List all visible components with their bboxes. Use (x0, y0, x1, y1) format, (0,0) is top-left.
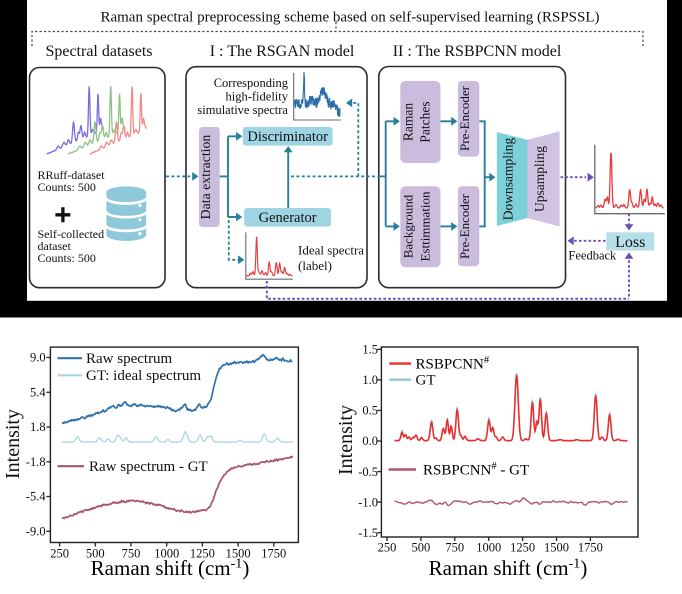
svg-text:Raman: Raman (401, 103, 416, 141)
svg-text:0.0: 0.0 (362, 434, 378, 448)
svg-text:-5.4: -5.4 (26, 490, 47, 504)
svg-text:Generator: Generator (259, 210, 317, 226)
svg-text:Counts: 500: Counts: 500 (38, 180, 96, 194)
svg-text:250: 250 (50, 547, 69, 561)
svg-text:Upsampling: Upsampling (532, 146, 547, 212)
svg-text:1.8: 1.8 (30, 420, 46, 434)
svg-text:-1.5: -1.5 (358, 526, 378, 540)
svg-text:750: 750 (445, 541, 464, 555)
svg-text:RSBPCNN# - GT: RSBPCNN# - GT (423, 461, 529, 479)
svg-text:-1.8: -1.8 (26, 455, 46, 469)
svg-text:1.5: 1.5 (362, 343, 378, 357)
svg-text:Raman spectral preprocessing s: Raman spectral preprocessing scheme base… (100, 10, 599, 26)
svg-text:1500: 1500 (544, 541, 569, 555)
svg-text:1250: 1250 (190, 547, 215, 561)
svg-text:RRuff-dataset: RRuff-dataset (38, 168, 106, 182)
svg-text:5.4: 5.4 (30, 386, 46, 400)
svg-text:Data extraction: Data extraction (198, 135, 213, 220)
svg-text:Background: Background (401, 194, 416, 258)
svg-text:Intensity: Intensity (2, 409, 24, 479)
svg-text:500: 500 (412, 541, 431, 555)
svg-text:Esttimmation: Esttimmation (418, 191, 433, 262)
svg-text:Raman shift (cm-1): Raman shift (cm-1) (91, 556, 250, 580)
svg-text:Raw spectrum: Raw spectrum (86, 351, 173, 367)
svg-text:Ideal spectra: Ideal spectra (298, 243, 364, 258)
svg-text:750: 750 (122, 547, 141, 561)
svg-text:Pre-Encoder: Pre-Encoder (457, 193, 472, 259)
svg-text:-9.0: -9.0 (26, 525, 46, 539)
svg-text:Spectral datasets: Spectral datasets (45, 43, 152, 60)
svg-text:9.0: 9.0 (30, 351, 46, 365)
svg-text:Discriminator: Discriminator (247, 129, 328, 145)
svg-text:1000: 1000 (476, 541, 501, 555)
svg-text:II : The RSBPCNN model: II : The RSBPCNN model (393, 43, 562, 60)
svg-text:simulative spectra: simulative spectra (197, 103, 288, 117)
svg-text:500: 500 (86, 547, 105, 561)
svg-text:Downsampling: Downsampling (501, 138, 516, 221)
svg-text:Loss: Loss (615, 234, 645, 251)
svg-text:Corresponding: Corresponding (214, 76, 289, 90)
svg-text:(label): (label) (298, 258, 332, 273)
svg-text:Raman shift (cm-1): Raman shift (cm-1) (429, 556, 588, 580)
svg-text:-1.0: -1.0 (358, 495, 378, 509)
svg-text:-0.5: -0.5 (358, 465, 378, 479)
svg-text:GT: GT (416, 373, 436, 389)
svg-text:I : The RSGAN model: I : The RSGAN model (210, 43, 355, 60)
svg-text:Patches: Patches (418, 101, 433, 142)
svg-text:Feedback: Feedback (568, 249, 617, 263)
svg-text:1.0: 1.0 (362, 373, 378, 387)
svg-text:dataset: dataset (38, 239, 72, 253)
svg-text:1250: 1250 (510, 541, 535, 555)
svg-text:Pre-Encoder: Pre-Encoder (457, 85, 472, 151)
svg-text:Raw spectrum - GT: Raw spectrum - GT (89, 459, 208, 475)
svg-text:0.5: 0.5 (362, 404, 378, 418)
svg-text:250: 250 (378, 541, 397, 555)
svg-text:1750: 1750 (261, 547, 286, 561)
svg-text:1750: 1750 (578, 541, 603, 555)
svg-text:GT: ideal spectrum: GT: ideal spectrum (86, 368, 201, 384)
svg-text:Counts: 500: Counts: 500 (38, 251, 96, 265)
svg-text:Self-collected: Self-collected (38, 227, 105, 241)
svg-text:1500: 1500 (226, 547, 251, 561)
svg-text:Intensity: Intensity (335, 405, 357, 475)
svg-text:high-fidelity: high-fidelity (226, 90, 289, 104)
svg-text:1000: 1000 (154, 547, 179, 561)
svg-text:RSBPCNN#: RSBPCNN# (416, 355, 490, 373)
